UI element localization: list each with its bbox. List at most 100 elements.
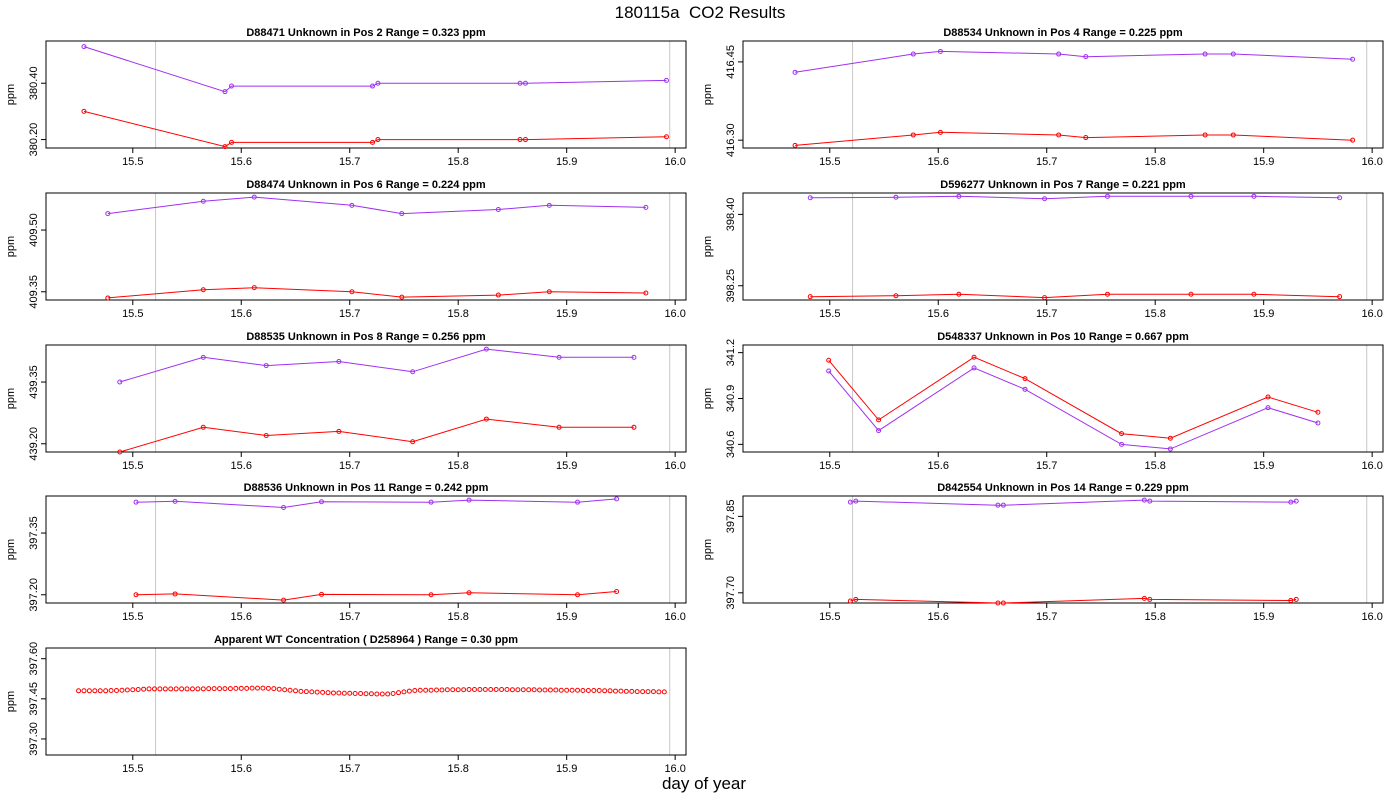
data-point <box>807 195 813 201</box>
data-point <box>1350 137 1356 143</box>
x-tick-label: 15.9 <box>556 156 577 168</box>
data-point <box>623 688 629 694</box>
data-point <box>1119 431 1125 437</box>
data-point <box>792 69 798 75</box>
data-point <box>379 691 385 697</box>
data-point <box>97 688 103 694</box>
x-tick-label: 15.8 <box>1144 308 1165 320</box>
data-point <box>309 689 315 695</box>
data-point <box>956 193 962 199</box>
series-line <box>828 356 1319 439</box>
data-point <box>434 687 440 693</box>
data-point <box>466 590 472 596</box>
data-point <box>406 688 412 694</box>
data-point <box>847 499 853 505</box>
data-point <box>826 368 832 374</box>
series-line <box>83 110 667 148</box>
data-point <box>200 287 206 293</box>
x-tick-label: 16.0 <box>664 308 685 320</box>
x-tick-label: 15.8 <box>1144 156 1165 168</box>
panel-title: D88536 Unknown in Pos 11 Range = 0.242 p… <box>244 482 489 494</box>
data-point <box>444 687 450 693</box>
series-line <box>107 287 646 299</box>
data-point <box>399 211 405 217</box>
data-point <box>471 686 477 692</box>
y-tick-label: 380.40 <box>28 66 40 100</box>
data-point <box>103 688 109 694</box>
data-point <box>643 204 649 210</box>
data-point <box>271 686 277 692</box>
x-tick-label: 15.5 <box>122 763 143 775</box>
data-point <box>853 498 859 504</box>
data-point <box>1202 51 1208 57</box>
data-point <box>661 689 667 695</box>
data-point <box>133 499 139 505</box>
x-tick-label: 16.0 <box>1361 460 1382 472</box>
data-point <box>117 379 123 385</box>
x-tick-label: 15.6 <box>928 156 949 168</box>
plot-frame <box>742 495 1384 604</box>
panel-title: Apparent WT Concentration ( D258964 ) Ra… <box>214 634 518 646</box>
data-point <box>556 424 562 430</box>
data-point <box>319 591 325 597</box>
data-point <box>575 499 581 505</box>
data-point <box>189 686 195 692</box>
data-point <box>853 596 859 602</box>
data-point <box>546 289 552 295</box>
data-point <box>375 137 381 143</box>
data-point <box>614 588 620 594</box>
x-tick-label: 15.9 <box>556 763 577 775</box>
y-tick-label: 416.30 <box>725 123 737 157</box>
chart-panel-5: D88535 Unknown in Pos 8 Range = 0.256 pp… <box>5 331 687 472</box>
data-point <box>1104 291 1110 297</box>
x-tick-label: 15.7 <box>1036 156 1057 168</box>
data-point <box>439 687 445 693</box>
data-point <box>910 132 916 138</box>
data-point <box>222 686 228 692</box>
data-point <box>542 687 548 693</box>
x-tick-label: 15.5 <box>122 460 143 472</box>
data-point <box>124 687 130 693</box>
data-point <box>146 686 152 692</box>
data-point <box>499 686 505 692</box>
data-point <box>211 686 217 692</box>
y-tick-label: 398.25 <box>725 269 737 303</box>
data-point <box>580 688 586 694</box>
y-tick-label: 340.9 <box>725 385 737 413</box>
data-point <box>281 505 287 511</box>
data-point <box>172 498 178 504</box>
data-point <box>184 686 190 692</box>
data-point <box>303 689 309 695</box>
data-point <box>135 686 141 692</box>
data-point <box>558 687 564 693</box>
data-point <box>81 44 87 50</box>
series-line <box>795 50 1353 73</box>
data-point <box>556 354 562 360</box>
x-tick-label: 15.8 <box>447 611 468 623</box>
data-point <box>450 687 456 693</box>
panel-title: D88535 Unknown in Pos 8 Range = 0.256 pp… <box>246 331 486 343</box>
data-point <box>92 688 98 694</box>
y-tick-label: 340.6 <box>725 431 737 459</box>
data-point <box>363 691 369 697</box>
data-point <box>876 417 882 423</box>
y-axis-label: ppm <box>5 84 17 105</box>
data-point <box>1022 386 1028 392</box>
data-point <box>629 688 635 694</box>
data-point <box>956 291 962 297</box>
data-point <box>292 688 298 694</box>
panel-title: D842554 Unknown in Pos 14 Range = 0.229 … <box>937 482 1189 494</box>
panel-title: D88471 Unknown in Pos 2 Range = 0.323 pp… <box>246 27 486 39</box>
data-point <box>81 688 87 694</box>
plot-frame <box>742 40 1384 149</box>
series-line <box>135 591 617 601</box>
data-point <box>645 689 651 695</box>
data-point <box>401 689 407 695</box>
data-point <box>375 80 381 86</box>
data-point <box>217 686 223 692</box>
data-point <box>995 600 1001 606</box>
data-point <box>792 142 798 148</box>
data-point <box>206 686 212 692</box>
panel-title: D88534 Unknown in Pos 4 Range = 0.225 pp… <box>943 27 1183 39</box>
x-tick-label: 15.5 <box>819 156 840 168</box>
